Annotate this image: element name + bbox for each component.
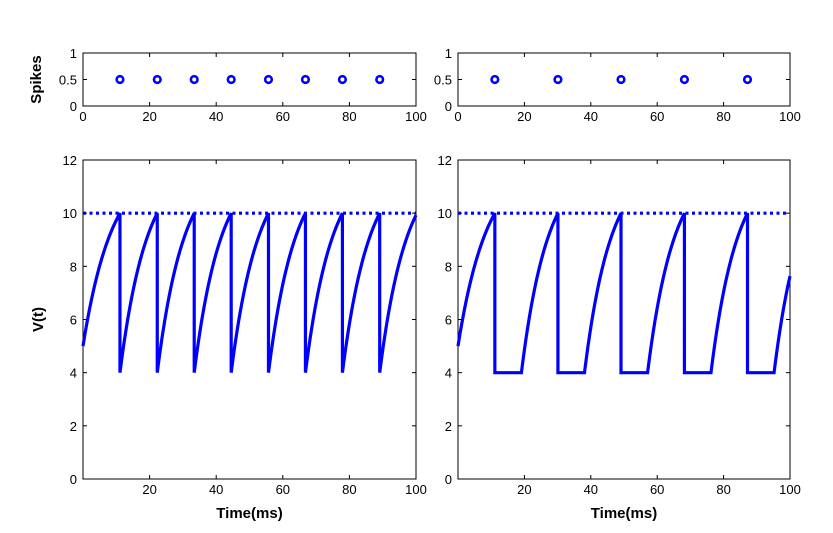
y-tick-label: 2: [70, 419, 77, 434]
y-tick-label: 10: [438, 206, 452, 221]
x-tick-label: 80: [342, 109, 356, 124]
spike-marker: [189, 74, 199, 85]
y-tick-label: 12: [438, 153, 452, 168]
spikes-right-axes: 0 20 40 60 80 100 0 0.5 1: [434, 46, 801, 124]
y-tick-label: 0: [445, 99, 452, 114]
y-tick-label: 0.5: [434, 73, 452, 88]
spike-marker: [616, 74, 626, 85]
x-tick-label: 40: [584, 109, 598, 124]
voltage-trace: [456, 212, 792, 375]
spike-marker: [490, 74, 500, 85]
y-tick-label: 0: [70, 99, 77, 114]
spike-marker: [226, 74, 236, 85]
y-tick-label: 6: [445, 313, 452, 328]
x-axis-label: Time(ms): [216, 505, 282, 522]
spike-marker: [375, 74, 385, 85]
x-tick-label: 20: [517, 109, 531, 124]
x-tick-label: 60: [276, 482, 290, 497]
x-tick-label: 40: [209, 109, 223, 124]
y-axis-label: Spikes: [28, 55, 45, 103]
y-tick-label: 6: [70, 313, 77, 328]
x-tick-label: 80: [716, 482, 730, 497]
y-axis-label: V(t): [30, 307, 47, 332]
x-tick-label: 60: [650, 109, 664, 124]
x-tick-label: 0: [454, 109, 461, 124]
x-tick-label: 20: [142, 482, 156, 497]
axes-frame: [82, 52, 417, 107]
y-tick-label: 0: [445, 472, 452, 487]
y-tick-label: 8: [445, 259, 452, 274]
spike-marker: [115, 74, 125, 85]
x-tick-label: 40: [584, 482, 598, 497]
y-tick-label: 12: [63, 153, 77, 168]
x-tick-label: 100: [405, 482, 427, 497]
x-tick-label: 40: [209, 482, 223, 497]
y-tick-label: 1: [445, 46, 452, 61]
x-tick-label: 60: [276, 109, 290, 124]
y-tick-label: 4: [445, 366, 452, 381]
y-tick-label: 8: [70, 259, 77, 274]
spike-marker: [263, 74, 274, 85]
x-tick-label: 80: [342, 482, 356, 497]
voltage-right-axes: 20 40 60 80 100 0 2 4 6 8 10 12 Time(ms): [438, 153, 801, 522]
y-tick-label: 0: [70, 472, 77, 487]
x-tick-label: 100: [779, 109, 801, 124]
x-tick-label: 0: [79, 109, 86, 124]
spike-marker: [553, 74, 563, 85]
x-tick-label: 20: [142, 109, 156, 124]
spike-marker: [742, 74, 753, 85]
axes-frame: [457, 159, 791, 480]
axes-frame: [82, 159, 417, 480]
y-tick-label: 10: [63, 206, 77, 221]
x-tick-label: 80: [716, 109, 730, 124]
spike-marker: [152, 74, 162, 85]
y-tick-label: 4: [70, 366, 77, 381]
x-tick-label: 20: [517, 482, 531, 497]
x-axis-label: Time(ms): [591, 505, 657, 522]
voltage-trace: [81, 212, 418, 373]
y-tick-label: 2: [445, 419, 452, 434]
spike-marker: [679, 74, 690, 85]
x-tick-label: 100: [779, 482, 801, 497]
y-tick-label: 1: [70, 46, 77, 61]
spikes-left-axes: 0 20 40 60 80 100 0 0.5 1 Spikes: [28, 46, 427, 124]
x-tick-label: 100: [405, 109, 427, 124]
x-tick-label: 60: [650, 482, 664, 497]
y-tick-label: 0.5: [59, 73, 77, 88]
spike-marker: [337, 74, 348, 85]
spike-marker: [300, 74, 311, 85]
voltage-left-axes: 20 40 60 80 100 0 2 4 6 8 10 12 Time(ms) V(t): [30, 153, 427, 522]
